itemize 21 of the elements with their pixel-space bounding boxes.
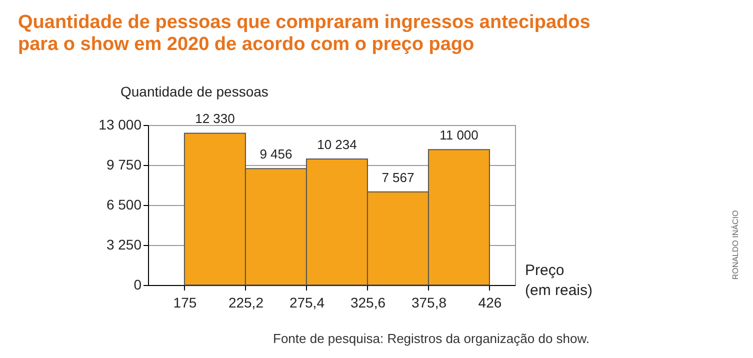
data-label: 12 330 — [195, 111, 235, 126]
x-tick-label: 426 — [478, 294, 502, 310]
y-tick-label: 3 250 — [106, 236, 142, 252]
x-axis-title: Preço (em reais) — [525, 262, 593, 299]
y-tick-label: 0 — [134, 276, 142, 292]
data-label: 10 234 — [317, 137, 357, 152]
x-tick-label: 375,8 — [411, 294, 447, 310]
chart-title: Quantidade de pessoas que compraram ingressos antecipados para o show em 2020 de acordo com o preço pago — [18, 12, 590, 55]
data-label: 9 456 — [260, 146, 292, 162]
text: RONALDO INÁCIO — [731, 210, 740, 280]
source-note: Fonte de pesquisa: Registros da organização do show. — [273, 331, 590, 346]
x-tick-label: 225,2 — [228, 294, 264, 310]
y-tick-label: 9 750 — [106, 156, 142, 172]
x-tick-label: 275,4 — [289, 294, 325, 310]
x-tick-label: 175 — [173, 294, 197, 310]
data-label: 11 000 — [440, 128, 478, 143]
y-axis-title: Quantidade de pessoas — [120, 84, 268, 100]
y-tick-label: 13 000 — [98, 116, 142, 132]
y-tick-label: 6 500 — [106, 196, 142, 212]
data-label: 7 567 — [382, 170, 414, 185]
x-tick-label: 325,6 — [350, 294, 386, 310]
